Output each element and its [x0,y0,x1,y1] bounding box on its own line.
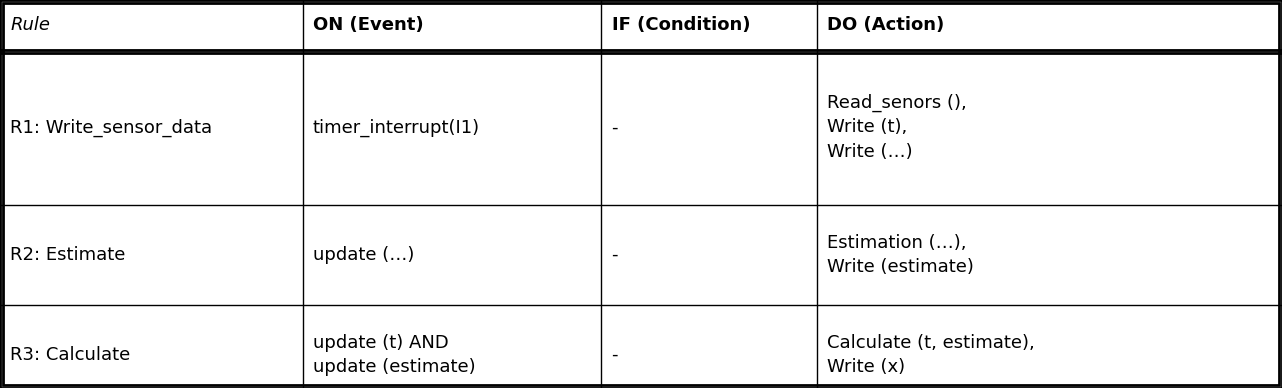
Bar [601,205,817,305]
Text: DO (Action): DO (Action) [827,16,944,34]
Text: R2: Estimate: R2: Estimate [10,246,126,264]
Text: -: - [612,118,618,137]
Text: timer_interrupt(I1): timer_interrupt(I1) [313,118,479,137]
Bar [303,0,601,50]
Text: R3: Calculate: R3: Calculate [10,346,131,364]
Text: Write (estimate): Write (estimate) [827,258,974,276]
Bar [601,0,817,50]
Text: update (t) AND: update (t) AND [313,334,449,352]
Text: Rule: Rule [10,16,50,34]
Bar [817,305,1282,388]
Bar [303,305,601,388]
Text: Write (…): Write (…) [827,143,913,161]
Bar [0,205,303,305]
Text: Estimation (…),: Estimation (…), [827,234,967,252]
Text: update (…): update (…) [313,246,414,264]
Bar [0,0,303,50]
Bar [601,305,817,388]
Bar [601,50,817,205]
Bar [817,50,1282,205]
Text: ON (Event): ON (Event) [313,16,423,34]
Text: -: - [612,246,618,264]
Bar [303,205,601,305]
Text: -: - [612,346,618,364]
Bar [303,50,601,205]
Text: R1: Write_sensor_data: R1: Write_sensor_data [10,118,213,137]
Bar [0,50,303,205]
Text: update (estimate): update (estimate) [313,358,476,376]
Text: Calculate (t, estimate),: Calculate (t, estimate), [827,334,1035,352]
Text: Write (x): Write (x) [827,358,905,376]
Bar [817,205,1282,305]
Text: IF (Condition): IF (Condition) [612,16,750,34]
Bar [0,305,303,388]
Text: Read_senors (),: Read_senors (), [827,94,967,112]
Text: Write (t),: Write (t), [827,118,908,137]
Bar [817,0,1282,50]
